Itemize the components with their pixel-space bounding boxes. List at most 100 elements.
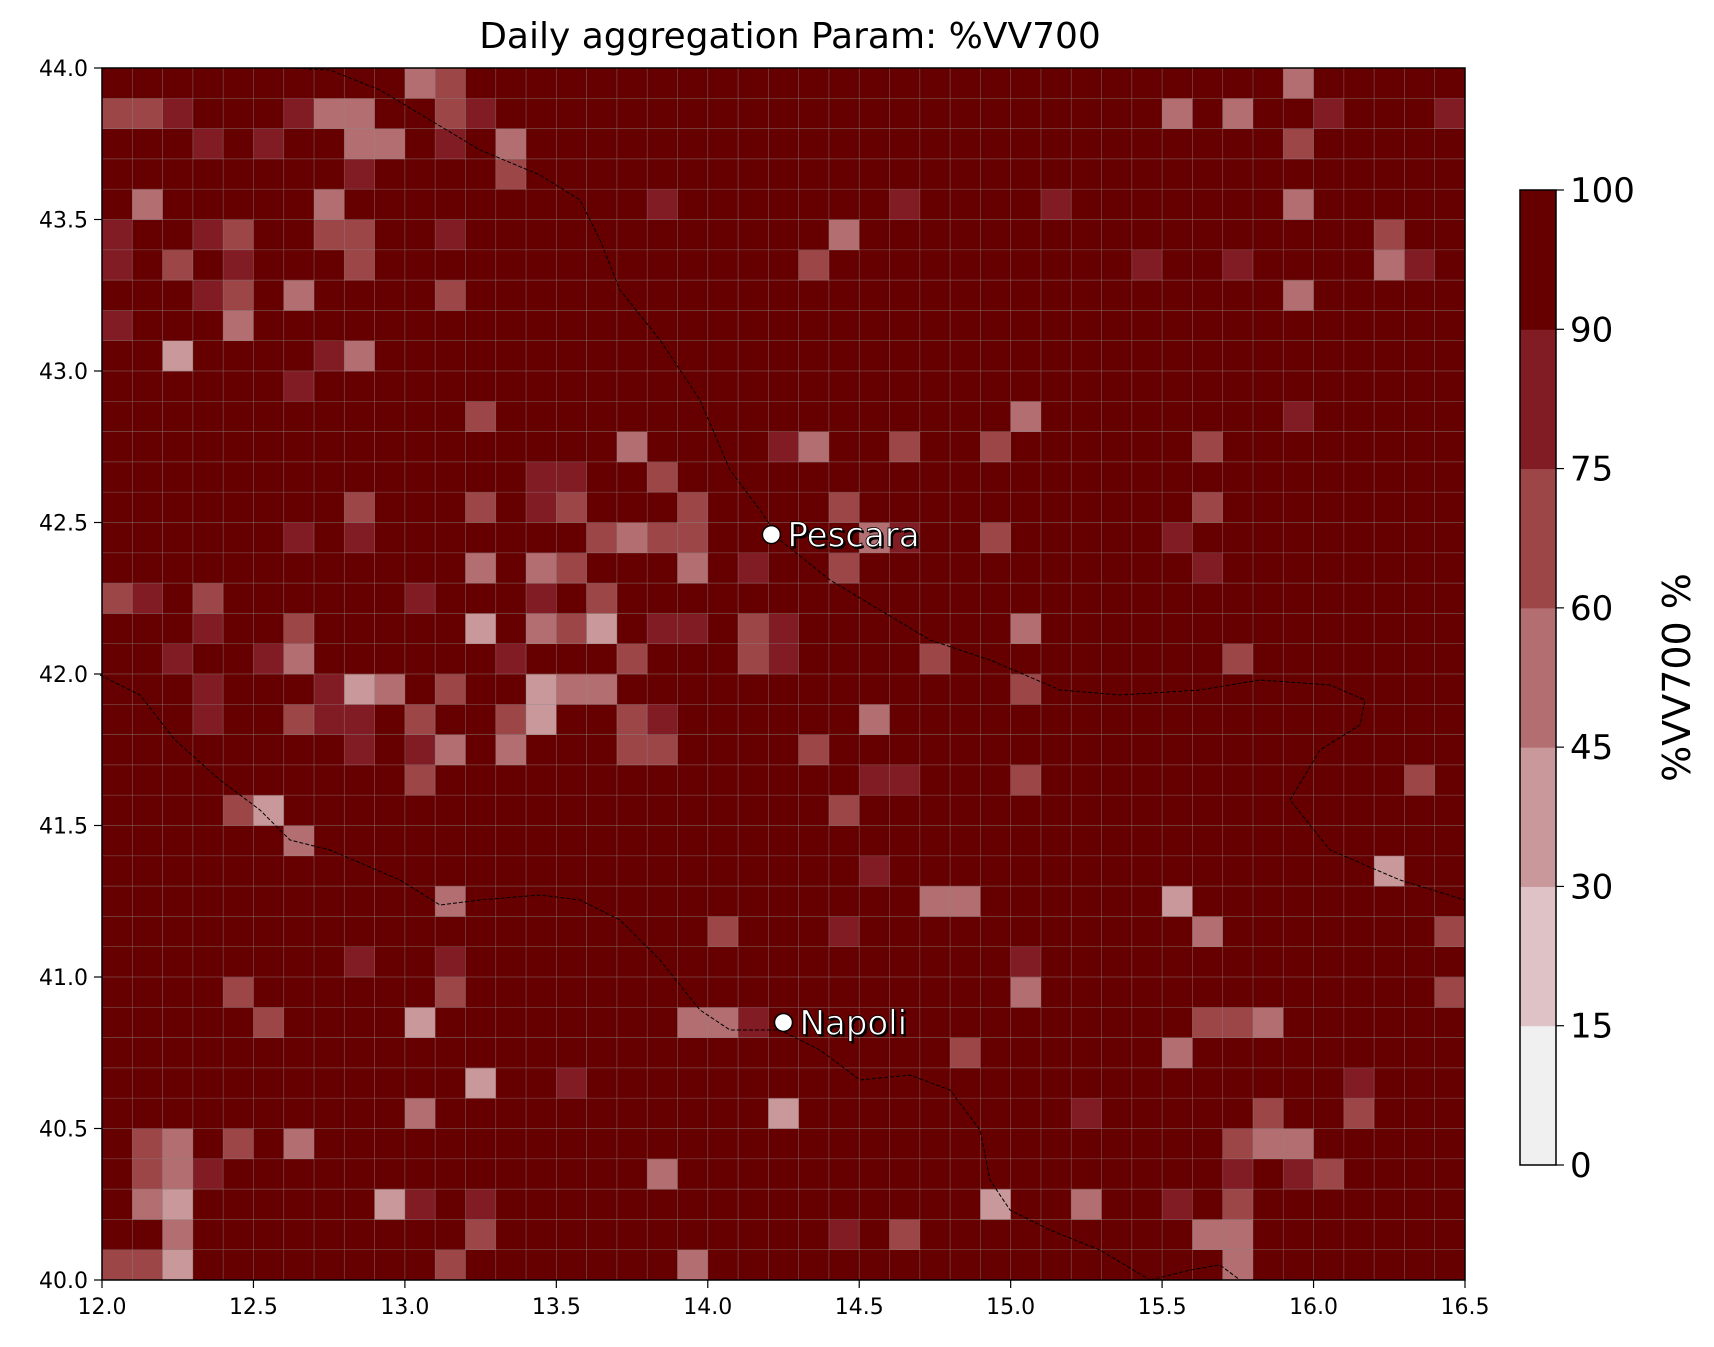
heatmap-cell <box>859 1128 890 1160</box>
heatmap-cell <box>1404 1249 1436 1281</box>
heatmap-cell <box>586 522 618 554</box>
heatmap-cell <box>283 189 315 220</box>
heatmap-cell <box>1343 492 1375 523</box>
heatmap-cell <box>283 1158 315 1190</box>
heatmap-cell <box>102 158 133 190</box>
heatmap-cell <box>526 371 557 402</box>
heatmap-cell <box>1283 431 1314 463</box>
heatmap-cell <box>102 1098 133 1129</box>
heatmap-cell <box>1222 98 1254 129</box>
heatmap-cell <box>1101 310 1133 341</box>
heatmap-cell <box>677 916 709 947</box>
heatmap-cell <box>223 643 254 675</box>
heatmap-cell <box>253 98 285 129</box>
heatmap-cell <box>980 613 1011 644</box>
heatmap-cell <box>102 643 133 675</box>
heatmap-cell <box>1040 764 1072 796</box>
heatmap-cell <box>283 492 315 523</box>
heatmap-cell <box>404 1128 436 1160</box>
heatmap-cell <box>162 401 194 432</box>
heatmap-cell <box>435 158 466 190</box>
heatmap-cell <box>253 1219 285 1250</box>
heatmap-cell <box>707 1249 739 1281</box>
heatmap-cell <box>889 916 921 947</box>
heatmap-cell <box>253 522 285 554</box>
heatmap-cell <box>223 613 254 644</box>
heatmap-cell <box>677 522 709 554</box>
heatmap-cell <box>919 946 951 978</box>
heatmap-cell <box>1374 128 1405 160</box>
heatmap-cell <box>647 674 678 705</box>
heatmap-cell <box>1374 492 1405 523</box>
heatmap-cell <box>253 674 285 705</box>
heatmap-cell <box>919 674 951 705</box>
heatmap-cell <box>1162 431 1193 463</box>
heatmap-cell <box>1040 1128 1072 1160</box>
heatmap-cell <box>1192 643 1223 675</box>
heatmap-cell <box>980 189 1011 220</box>
heatmap-cell <box>768 310 799 341</box>
heatmap-cell <box>586 1249 618 1281</box>
heatmap-cell <box>798 764 830 796</box>
heatmap-cell <box>1404 189 1436 220</box>
heatmap-cell <box>1040 158 1072 190</box>
heatmap-cell <box>314 1128 345 1160</box>
heatmap-cell <box>828 886 860 917</box>
heatmap-cell <box>1192 219 1223 251</box>
heatmap-cell <box>798 401 830 432</box>
heatmap-cell <box>1404 613 1436 644</box>
heatmap-cell <box>1162 280 1193 311</box>
heatmap-cell <box>1131 189 1163 220</box>
heatmap-cell <box>1131 1158 1163 1190</box>
heatmap-cell <box>556 98 587 129</box>
heatmap-cell <box>707 280 739 311</box>
heatmap-cell <box>586 704 618 735</box>
heatmap-cell <box>586 764 618 796</box>
heatmap-cell <box>314 1249 345 1281</box>
heatmap-cell <box>404 946 436 978</box>
heatmap-cell <box>132 310 163 341</box>
heatmap-cell <box>1010 219 1042 251</box>
heatmap-cell <box>586 1189 618 1220</box>
heatmap-cell <box>1101 1067 1133 1099</box>
heatmap-cell <box>1252 1037 1284 1069</box>
heatmap-cell <box>132 552 163 584</box>
heatmap-cell <box>798 734 830 766</box>
heatmap-cell <box>556 1249 587 1281</box>
heatmap-cell <box>950 249 981 281</box>
heatmap-cell <box>677 158 709 190</box>
heatmap-cell <box>1131 583 1163 614</box>
heatmap-cell <box>1040 189 1072 220</box>
heatmap-cell <box>889 1249 921 1281</box>
heatmap-cell <box>1313 916 1345 947</box>
heatmap-cell <box>253 795 285 826</box>
heatmap-cell <box>1374 1067 1405 1099</box>
heatmap-cell <box>1071 310 1102 341</box>
heatmap-cell <box>616 371 648 402</box>
heatmap-cell <box>1131 98 1163 129</box>
heatmap-cell <box>798 704 830 735</box>
heatmap-cell <box>738 946 769 978</box>
heatmap-cell <box>859 219 890 251</box>
heatmap-cell <box>980 249 1011 281</box>
heatmap-cell <box>859 946 890 978</box>
heatmap-cell <box>586 734 618 766</box>
heatmap-cell <box>192 310 224 341</box>
heatmap-cell <box>1434 795 1466 826</box>
heatmap-cell <box>556 1158 587 1190</box>
heatmap-cell <box>1071 1067 1102 1099</box>
heatmap-cell <box>798 946 830 978</box>
heatmap-cell <box>828 1128 860 1160</box>
heatmap-cell <box>950 583 981 614</box>
heatmap-cell <box>1071 128 1102 160</box>
heatmap-cell <box>768 764 799 796</box>
heatmap-cell <box>495 431 527 463</box>
heatmap-cell <box>1101 704 1133 735</box>
heatmap-cell <box>1313 1158 1345 1190</box>
heatmap-cell <box>253 552 285 584</box>
heatmap-cell <box>1192 249 1223 281</box>
heatmap-cell <box>132 98 163 129</box>
heatmap-cell <box>1071 249 1102 281</box>
heatmap-cell <box>616 68 648 99</box>
heatmap-cell <box>586 310 618 341</box>
